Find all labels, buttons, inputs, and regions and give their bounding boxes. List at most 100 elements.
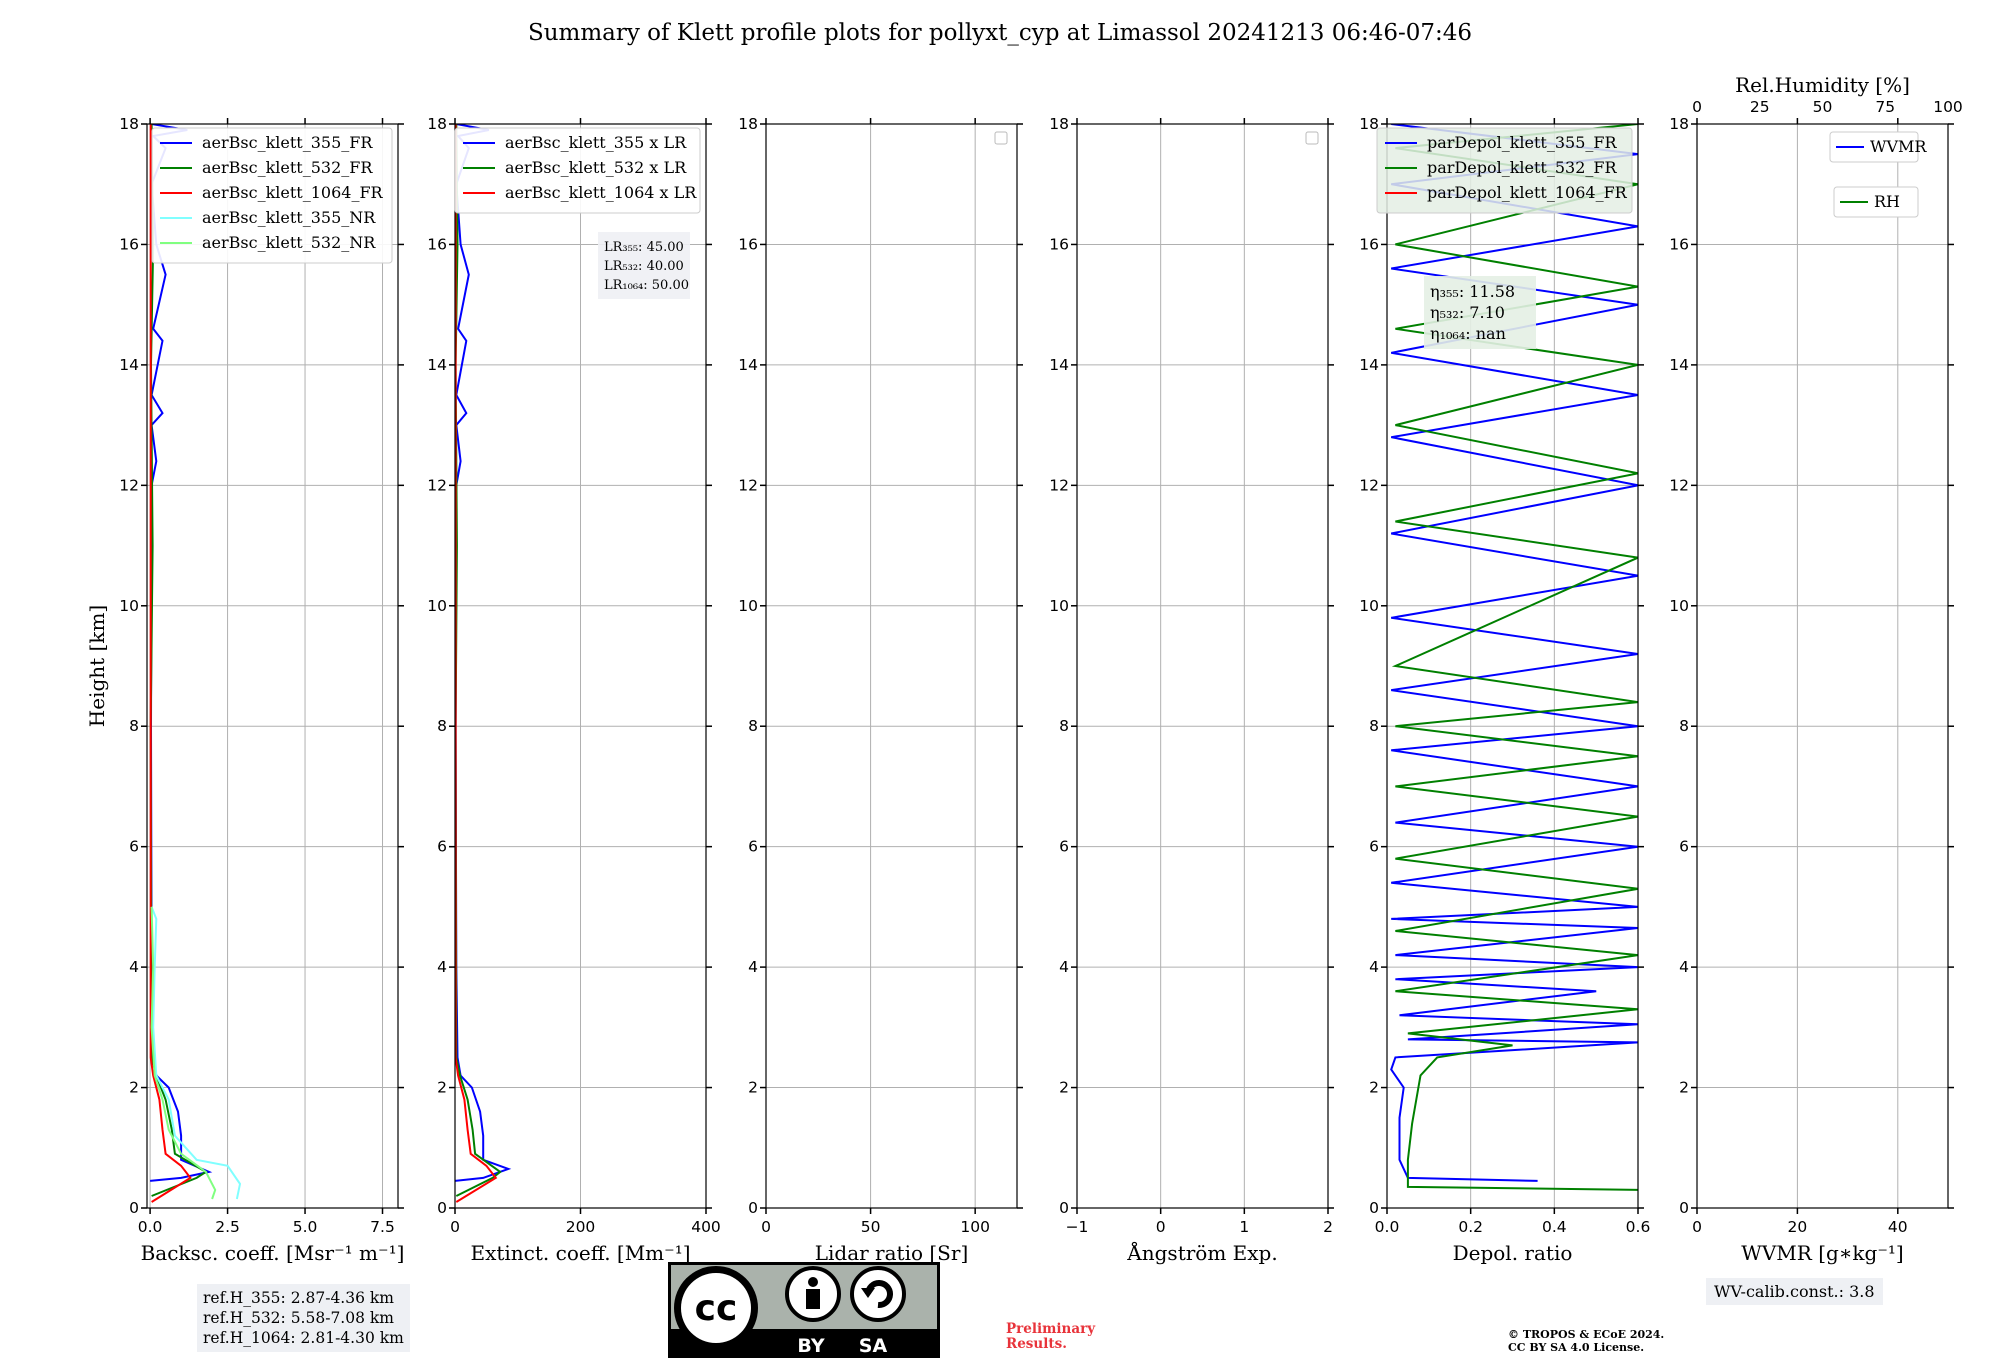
y-tick-label: 6 bbox=[437, 838, 447, 856]
y-tick-label: 18 bbox=[1669, 115, 1689, 133]
legend-label: parDepol_klett_532_FR bbox=[1427, 158, 1618, 177]
x-tick-label: 5.0 bbox=[293, 1218, 318, 1236]
empty-legend-box bbox=[994, 131, 1008, 145]
x-tick-label: 100 bbox=[960, 1218, 990, 1236]
annotation-line: η₅₃₂: 7.10 bbox=[1430, 303, 1505, 322]
series-group bbox=[1390, 124, 1638, 1191]
y-tick-label: 18 bbox=[1359, 115, 1379, 133]
legend-label: aerBsc_klett_1064 x LR bbox=[505, 183, 697, 202]
y-tick-label: 8 bbox=[437, 717, 447, 735]
legend-label: aerBsc_klett_532 x LR bbox=[505, 158, 687, 177]
y-tick-label: 14 bbox=[119, 356, 139, 374]
cc-license-badge: cc BY SA bbox=[668, 1262, 940, 1358]
y-tick-label: 2 bbox=[129, 1079, 139, 1097]
top-axis-tick-label: 75 bbox=[1875, 98, 1895, 116]
y-tick-label: 4 bbox=[1679, 958, 1689, 976]
y-axis-label: Height [km] bbox=[85, 605, 109, 727]
x-tick-label: 0.0 bbox=[1375, 1218, 1400, 1236]
x-axis-label: Depol. ratio bbox=[1453, 1241, 1573, 1265]
legend-box bbox=[454, 127, 701, 214]
top-axis-tick-label: 50 bbox=[1813, 98, 1833, 116]
legend-rh bbox=[1833, 186, 1919, 218]
y-tick-label: 16 bbox=[119, 235, 139, 253]
x-axis-label: Extinct. coeff. [Mm⁻¹] bbox=[470, 1241, 690, 1265]
y-tick-label: 0 bbox=[1059, 1199, 1069, 1217]
y-tick-label: 6 bbox=[129, 838, 139, 856]
reference-height-box: ref.H_355: 2.87-4.36 km ref.H_532: 5.58-… bbox=[197, 1284, 410, 1352]
x-tick-label: 400 bbox=[691, 1218, 721, 1236]
y-tick-label: 4 bbox=[1059, 958, 1069, 976]
legend bbox=[1376, 127, 1633, 214]
panel-frame bbox=[1386, 123, 1639, 1209]
by-person-body bbox=[806, 1289, 820, 1309]
y-tick-label: 16 bbox=[1359, 235, 1379, 253]
panel-2 bbox=[449, 118, 712, 1214]
legend-box bbox=[1829, 131, 1919, 163]
y-tick-label: 16 bbox=[1049, 235, 1069, 253]
y-tick-label: 8 bbox=[1369, 717, 1379, 735]
x-tick-label: 0 bbox=[1156, 1218, 1166, 1236]
series-line-parDepol_klett_532_FR bbox=[1391, 124, 1638, 1191]
y-tick-label: 14 bbox=[1669, 356, 1689, 374]
legend-label: aerBsc_klett_532_FR bbox=[202, 158, 373, 177]
top-axis-label: Rel.Humidity [%] bbox=[1735, 73, 1910, 97]
x-axis-label: Ångström Exp. bbox=[1126, 1240, 1277, 1265]
y-tick-label: 4 bbox=[1369, 958, 1379, 976]
x-axis-label: WVMR [g∗kg⁻¹] bbox=[1741, 1241, 1903, 1265]
y-tick-label: 4 bbox=[437, 958, 447, 976]
x-tick-label: 200 bbox=[566, 1218, 596, 1236]
x-tick-label: 0.4 bbox=[1542, 1218, 1567, 1236]
wv-calibration-box: WV-calib.const.: 3.8 bbox=[1706, 1278, 1883, 1305]
series-line-aerBsc_klett_532_FR bbox=[149, 124, 208, 1197]
y-tick-label: 16 bbox=[738, 235, 758, 253]
panel-5 bbox=[1376, 118, 1644, 1214]
cc-circle-inner bbox=[681, 1273, 751, 1343]
annotation-box bbox=[598, 232, 690, 299]
panel-3 bbox=[760, 118, 1023, 1214]
x-tick-label: 0 bbox=[761, 1218, 771, 1236]
figure-title: Summary of Klett profile plots for polly… bbox=[527, 20, 1473, 46]
y-tick-label: 0 bbox=[129, 1199, 139, 1217]
preliminary-note: Preliminary Results. bbox=[1006, 1322, 1095, 1352]
panel-6 bbox=[1691, 118, 1954, 1214]
x-tick-label: 0.6 bbox=[1626, 1218, 1651, 1236]
y-tick-label: 14 bbox=[1359, 356, 1379, 374]
y-tick-label: 4 bbox=[129, 958, 139, 976]
badge-by-label: BY bbox=[797, 1335, 824, 1357]
y-tick-label: 0 bbox=[1679, 1199, 1689, 1217]
series-group bbox=[455, 124, 512, 1203]
annotation-box bbox=[1424, 276, 1536, 349]
x-axis-label: Backsc. coeff. [Msr⁻¹ m⁻¹] bbox=[141, 1241, 405, 1265]
series-line-aerBsc_klett_355_NR bbox=[150, 906, 242, 1200]
x-tick-label: 1 bbox=[1239, 1218, 1249, 1236]
series-line-aerBsc_klett_355_FR bbox=[149, 124, 213, 1182]
y-tick-label: 10 bbox=[119, 597, 139, 615]
x-tick-label: 7.5 bbox=[370, 1218, 395, 1236]
y-tick-label: 8 bbox=[1059, 717, 1069, 735]
legend-box bbox=[1833, 186, 1919, 218]
y-tick-label: 14 bbox=[1049, 356, 1069, 374]
panel-4 bbox=[1071, 118, 1334, 1214]
x-tick-label: 2 bbox=[1323, 1218, 1333, 1236]
y-tick-label: 0 bbox=[1369, 1199, 1379, 1217]
y-tick-label: 2 bbox=[1369, 1079, 1379, 1097]
legend-label: parDepol_klett_1064_FR bbox=[1427, 183, 1628, 202]
legend-box bbox=[1376, 127, 1633, 214]
y-tick-label: 12 bbox=[1049, 476, 1069, 494]
x-tick-label: 0.0 bbox=[138, 1218, 163, 1236]
y-tick-label: 10 bbox=[427, 597, 447, 615]
legend bbox=[151, 127, 393, 264]
y-tick-label: 8 bbox=[1679, 717, 1689, 735]
panel-frame bbox=[146, 123, 399, 1209]
y-tick-label: 2 bbox=[1059, 1079, 1069, 1097]
series-line-aerBsc_klett_1064 x LR bbox=[455, 124, 498, 1203]
y-tick-label: 12 bbox=[738, 476, 758, 494]
y-tick-label: 12 bbox=[1359, 476, 1379, 494]
annotation-line: η₃₅₅: 11.58 bbox=[1430, 282, 1515, 301]
legend-label: aerBsc_klett_355_FR bbox=[202, 133, 373, 152]
series-line-aerBsc_klett_532_NR bbox=[150, 906, 217, 1200]
y-tick-label: 12 bbox=[1669, 476, 1689, 494]
y-tick-label: 16 bbox=[1669, 235, 1689, 253]
y-tick-label: 0 bbox=[437, 1199, 447, 1217]
preliminary-line-2: Results. bbox=[1006, 1336, 1067, 1352]
